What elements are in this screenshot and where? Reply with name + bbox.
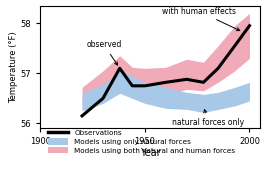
Text: natural forces only: natural forces only [172,110,244,127]
X-axis label: Year: Year [140,148,160,158]
Text: with human effects: with human effects [162,7,240,31]
Text: observed: observed [86,40,122,65]
Y-axis label: Temperature (°F): Temperature (°F) [9,31,18,103]
Legend: Observations, Models using only natural forces, Models using both natural and hu: Observations, Models using only natural … [48,129,235,154]
